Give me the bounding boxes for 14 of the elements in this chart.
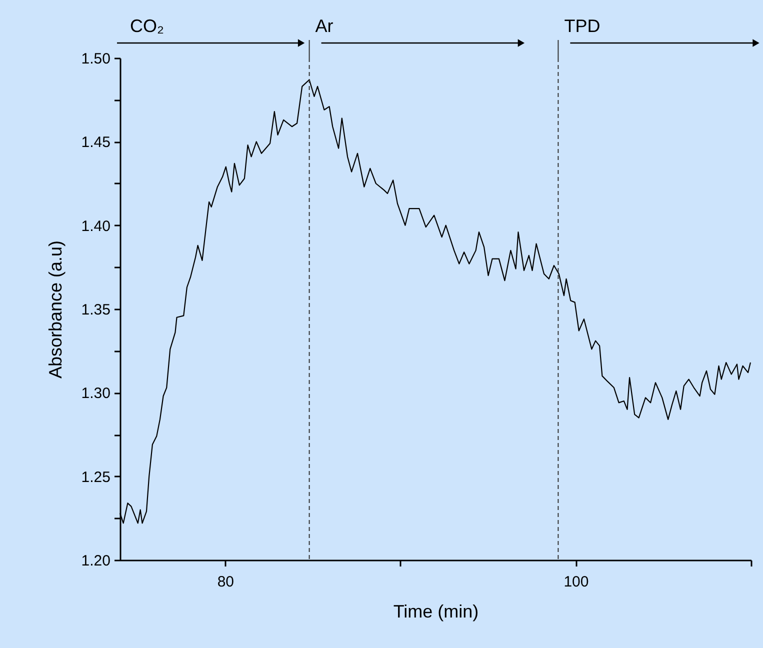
text: TPD: [564, 16, 600, 36]
x-axis-title: Time (min): [393, 602, 479, 622]
y-axis-title: Absorbance (a.u): [45, 240, 66, 379]
text: Ar: [315, 16, 334, 36]
x-tick-label: 100: [564, 574, 589, 590]
y-tick-label: 1.45: [81, 134, 110, 152]
text: CO₂: [130, 16, 164, 36]
y-tick-label: 1.50: [81, 50, 110, 68]
y-tick-label: 1.35: [81, 302, 110, 318]
y-tick-label: 1.20: [81, 552, 110, 570]
y-tick-label: 1.25: [81, 468, 110, 486]
x-tick-label: 80: [217, 574, 234, 590]
y-tick-label: 1.30: [81, 385, 110, 402]
y-tick-label: 1.40: [81, 218, 110, 235]
